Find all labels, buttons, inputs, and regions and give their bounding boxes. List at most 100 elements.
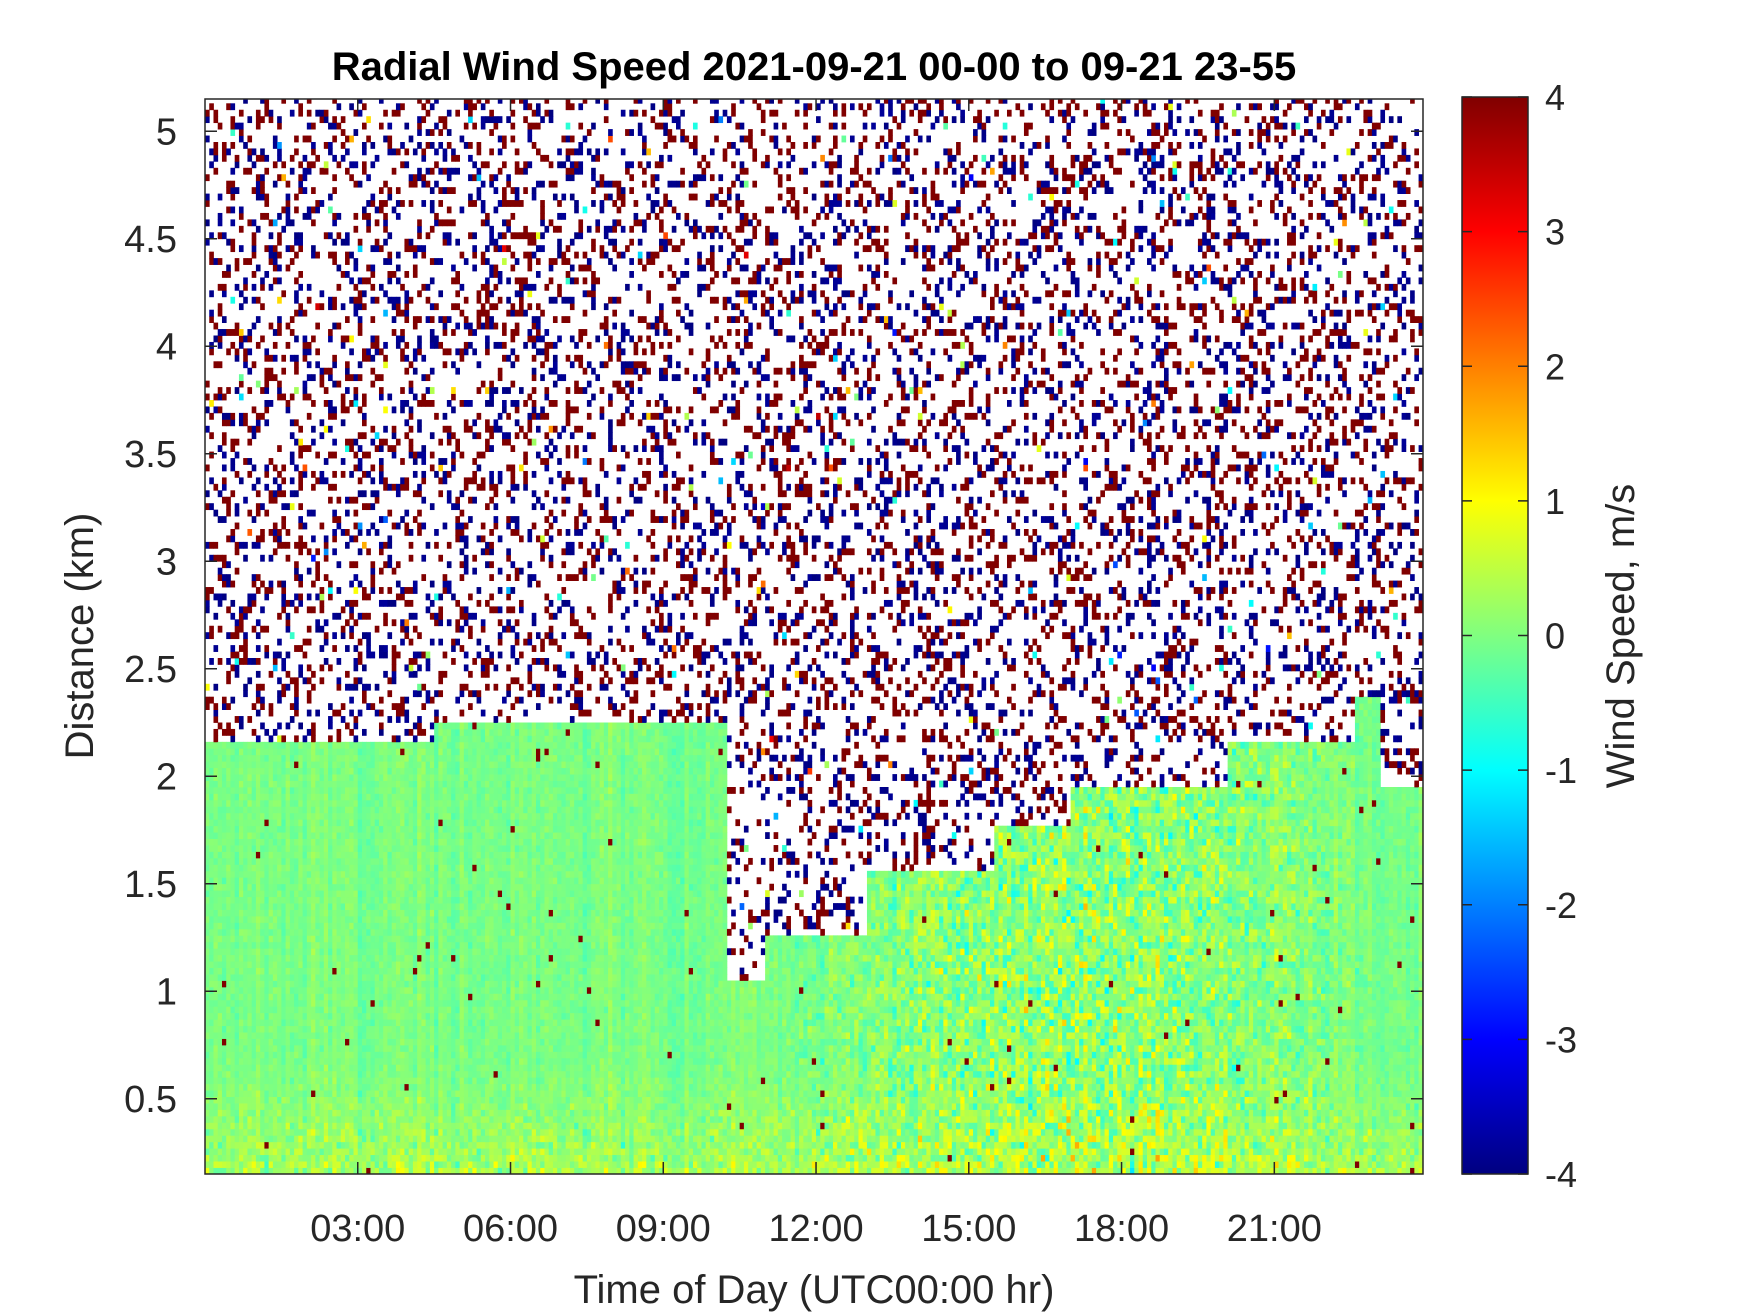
heatmap-cell	[354, 974, 359, 981]
heatmap-cell	[320, 1110, 325, 1117]
heatmap-cell	[252, 774, 257, 781]
heatmap-cell	[286, 626, 291, 633]
heatmap-cell	[396, 1019, 401, 1026]
heatmap-cell	[362, 877, 367, 884]
heatmap-cell	[281, 877, 286, 884]
heatmap-cell	[332, 1077, 337, 1084]
heatmap-cell	[409, 793, 414, 800]
heatmap-cell	[218, 968, 223, 975]
heatmap-cell	[290, 677, 295, 684]
heatmap-cell	[256, 897, 261, 904]
heatmap-cell	[307, 1051, 312, 1058]
heatmap-cell	[358, 826, 363, 833]
heatmap-cell	[404, 793, 409, 800]
heatmap-cell	[243, 297, 248, 304]
heatmap-cell	[354, 303, 359, 310]
heatmap-cell	[239, 129, 244, 136]
heatmap-cell	[426, 1045, 431, 1052]
heatmap-cell	[349, 729, 354, 736]
heatmap-cell	[230, 1013, 235, 1020]
heatmap-cell	[311, 1103, 316, 1110]
heatmap-cell	[379, 1026, 384, 1033]
heatmap-cell	[218, 123, 223, 130]
heatmap-cell	[387, 677, 392, 684]
heatmap-cell	[281, 1084, 286, 1091]
heatmap-cell	[332, 381, 337, 388]
heatmap-cell	[243, 755, 248, 762]
heatmap-cell	[243, 419, 248, 426]
heatmap-cell	[252, 948, 257, 955]
heatmap-cell	[264, 355, 269, 362]
heatmap-cell	[396, 1026, 401, 1033]
heatmap-cell	[226, 916, 231, 923]
heatmap-cell	[235, 439, 240, 446]
heatmap-cell	[426, 1051, 431, 1058]
heatmap-cell	[387, 1103, 392, 1110]
heatmap-cell	[269, 877, 274, 884]
heatmap-cell	[370, 1039, 375, 1046]
heatmap-cell	[320, 1142, 325, 1149]
heatmap-cell	[252, 897, 257, 904]
heatmap-cell	[218, 194, 223, 201]
heatmap-cell	[383, 1000, 388, 1007]
heatmap-cell	[311, 922, 316, 929]
heatmap-cell	[247, 852, 252, 859]
heatmap-cell	[362, 148, 367, 155]
heatmap-cell	[230, 761, 235, 768]
heatmap-cell	[345, 774, 350, 781]
heatmap-cell	[404, 910, 409, 917]
heatmap-cell	[247, 387, 252, 394]
heatmap-cell	[387, 890, 392, 897]
heatmap-cell	[362, 1006, 367, 1013]
heatmap-cell	[400, 1103, 405, 1110]
heatmap-cell	[247, 839, 252, 846]
heatmap-cell	[400, 477, 405, 484]
heatmap-cell	[243, 497, 248, 504]
heatmap-cell	[362, 419, 367, 426]
heatmap-cell	[298, 181, 303, 188]
heatmap-cell	[281, 793, 286, 800]
heatmap-cell	[243, 1019, 248, 1026]
heatmap-cell	[426, 948, 431, 955]
heatmap-cell	[294, 935, 299, 942]
heatmap-cell	[417, 1161, 422, 1168]
heatmap-cell	[358, 1135, 363, 1142]
heatmap-cell	[235, 922, 240, 929]
heatmap-cell	[209, 832, 214, 839]
heatmap-cell	[383, 1135, 388, 1142]
heatmap-cell	[286, 839, 291, 846]
heatmap-cell	[328, 948, 333, 955]
heatmap-cell	[426, 1161, 431, 1168]
heatmap-cell	[315, 748, 320, 755]
heatmap-cell	[400, 484, 405, 491]
heatmap-cell	[277, 1116, 282, 1123]
heatmap-cell	[307, 742, 312, 749]
heatmap-cell	[277, 581, 282, 588]
heatmap-cell	[341, 1084, 346, 1091]
heatmap-cell	[315, 877, 320, 884]
heatmap-cell	[290, 316, 295, 323]
heatmap-cell	[277, 174, 282, 181]
heatmap-cell	[413, 748, 418, 755]
heatmap-cell	[294, 793, 299, 800]
heatmap-cell	[332, 761, 337, 768]
heatmap-cell	[375, 755, 380, 762]
heatmap-cell	[239, 290, 244, 297]
heatmap-cell	[337, 232, 342, 239]
heatmap-cell	[286, 1006, 291, 1013]
heatmap-cell	[404, 587, 409, 594]
heatmap-cell	[226, 703, 231, 710]
heatmap-cell	[315, 626, 320, 633]
heatmap-cell	[332, 774, 337, 781]
heatmap-cell	[396, 561, 401, 568]
heatmap-cell	[379, 1084, 384, 1091]
heatmap-cell	[218, 658, 223, 665]
heatmap-cell	[409, 942, 414, 949]
heatmap-cell	[303, 1006, 308, 1013]
heatmap-cell	[409, 1026, 414, 1033]
heatmap-cell	[243, 555, 248, 562]
heatmap-cell	[264, 1013, 269, 1020]
heatmap-cell	[328, 735, 333, 742]
heatmap-cell	[396, 490, 401, 497]
heatmap-cell	[349, 439, 354, 446]
